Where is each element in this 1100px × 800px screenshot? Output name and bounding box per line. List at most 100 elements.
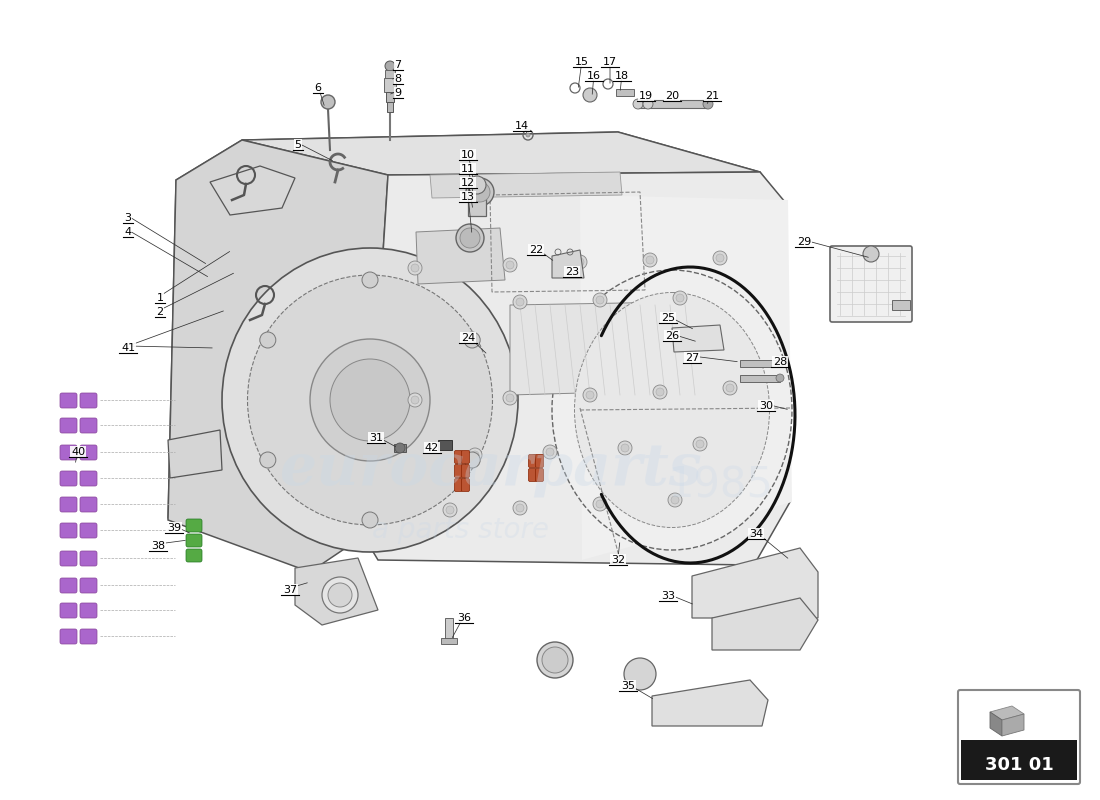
Text: 39: 39 [167,523,182,533]
FancyBboxPatch shape [528,469,537,482]
Circle shape [624,658,656,690]
FancyBboxPatch shape [80,418,97,433]
Polygon shape [692,548,818,618]
Text: 9: 9 [395,88,402,98]
Circle shape [411,396,419,404]
FancyBboxPatch shape [80,523,97,538]
Circle shape [468,448,482,462]
Text: 42: 42 [425,443,439,453]
Text: 13: 13 [461,192,475,202]
Bar [961,740,1077,780]
Circle shape [468,176,486,194]
FancyBboxPatch shape [528,454,537,467]
FancyBboxPatch shape [80,629,97,644]
Bar [394,444,406,452]
Text: 22: 22 [529,245,543,255]
Text: 1: 1 [156,293,164,303]
Text: 26: 26 [664,331,679,341]
Circle shape [693,437,707,451]
Circle shape [644,253,657,267]
FancyBboxPatch shape [454,465,462,478]
Text: 15: 15 [575,57,589,67]
Circle shape [446,506,454,514]
Polygon shape [210,166,295,215]
Circle shape [362,512,378,528]
Text: 38: 38 [151,541,165,551]
Circle shape [503,391,517,405]
Bar [740,360,780,367]
Polygon shape [1002,714,1024,736]
Circle shape [443,503,456,517]
Circle shape [676,294,684,302]
FancyBboxPatch shape [536,469,543,482]
Circle shape [656,388,664,396]
Circle shape [408,393,422,407]
Bar [446,618,453,640]
Ellipse shape [248,275,493,525]
Text: eurocarparts: eurocarparts [278,442,702,498]
Text: 18: 18 [615,71,629,81]
Bar [438,440,452,450]
Circle shape [621,444,629,452]
FancyBboxPatch shape [462,465,470,478]
Text: 17: 17 [603,57,617,67]
FancyBboxPatch shape [60,603,77,618]
Text: 12: 12 [461,178,475,188]
Circle shape [644,99,653,109]
Circle shape [464,452,481,468]
Polygon shape [416,228,505,284]
Circle shape [593,293,607,307]
Circle shape [464,332,481,348]
Polygon shape [652,680,768,726]
Circle shape [716,254,724,262]
Circle shape [671,496,679,504]
Circle shape [503,258,517,272]
Polygon shape [295,558,378,625]
Text: 23: 23 [565,267,579,277]
FancyBboxPatch shape [830,246,912,322]
Polygon shape [168,132,788,570]
Circle shape [593,497,607,511]
Text: 7: 7 [395,60,402,70]
Ellipse shape [574,293,770,527]
Circle shape [506,261,514,269]
Circle shape [542,647,568,673]
Circle shape [537,642,573,678]
Circle shape [460,228,480,248]
Polygon shape [580,195,792,560]
Text: 8: 8 [395,74,402,84]
Ellipse shape [310,339,430,461]
Circle shape [596,296,604,304]
Circle shape [526,133,530,137]
Bar [616,89,634,96]
Circle shape [328,583,352,607]
Bar [892,300,910,310]
Polygon shape [360,172,790,565]
Text: 5: 5 [295,140,301,150]
Circle shape [516,504,524,512]
Circle shape [668,493,682,507]
Circle shape [646,256,654,264]
FancyBboxPatch shape [60,418,77,433]
Circle shape [471,451,478,459]
Circle shape [723,381,737,395]
Polygon shape [242,132,760,175]
Text: 20: 20 [664,91,679,101]
Circle shape [713,251,727,265]
Text: 14: 14 [515,121,529,131]
FancyBboxPatch shape [80,578,97,593]
Circle shape [321,95,336,109]
Circle shape [408,261,422,275]
FancyBboxPatch shape [60,523,77,538]
FancyBboxPatch shape [80,551,97,566]
Circle shape [395,443,405,453]
FancyBboxPatch shape [60,393,77,408]
Bar [740,375,780,382]
FancyBboxPatch shape [958,690,1080,784]
FancyBboxPatch shape [186,534,202,547]
FancyBboxPatch shape [60,629,77,644]
Text: 37: 37 [283,585,297,595]
Circle shape [776,374,784,382]
Circle shape [653,385,667,399]
Text: 34: 34 [749,529,763,539]
